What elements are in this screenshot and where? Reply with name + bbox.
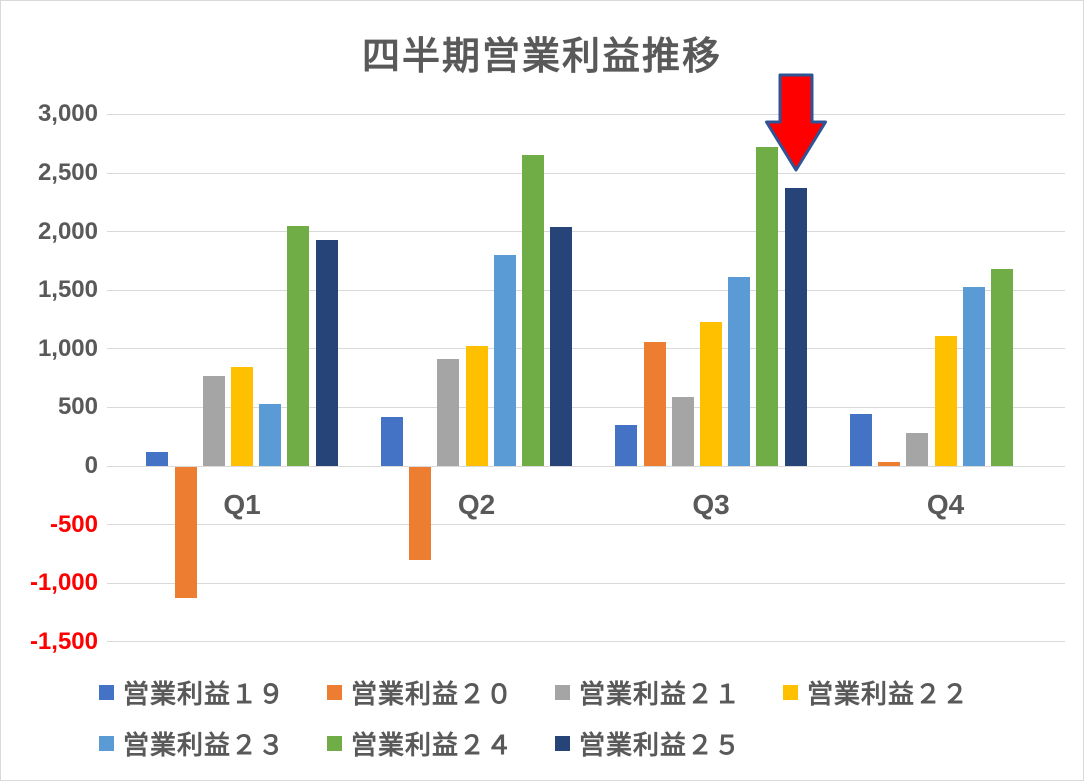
bar-operating-profit-24-q2[interactable] <box>521 155 544 466</box>
y-axis-tick-label: 2,000 <box>37 217 98 245</box>
gridline <box>107 524 1065 526</box>
bar-operating-profit-23-q2[interactable] <box>493 255 516 466</box>
legend-label: 営業利益２０ <box>351 678 514 709</box>
legend-item-operating-profit-23[interactable]: 営業利益２３ <box>99 727 286 760</box>
x-axis-category-label: Q4 <box>926 489 965 520</box>
gridline <box>107 231 1065 233</box>
y-axis-tick-label: -500 <box>49 510 98 538</box>
bar-operating-profit-25-q3[interactable] <box>784 188 807 466</box>
bar-operating-profit-22-q1[interactable] <box>231 366 253 466</box>
legend-label: 営業利益２２ <box>807 678 970 709</box>
bar-operating-profit-22-q3[interactable] <box>700 321 722 466</box>
legend-swatch-icon <box>99 684 114 700</box>
legend-swatch-icon <box>783 684 798 700</box>
gridline <box>107 113 1065 115</box>
bar-operating-profit-20-q2[interactable] <box>409 467 432 561</box>
bar-operating-profit-20-q4[interactable] <box>878 461 901 466</box>
bar-operating-profit-23-q1[interactable] <box>259 404 282 466</box>
bar-operating-profit-21-q1[interactable] <box>202 375 225 466</box>
bar-operating-profit-23-q3[interactable] <box>728 276 751 466</box>
bar-operating-profit-19-q4[interactable] <box>849 414 872 466</box>
bar-operating-profit-24-q1[interactable] <box>287 225 310 466</box>
gridline <box>107 289 1065 291</box>
legend-swatch-icon <box>99 735 114 751</box>
gridline <box>107 406 1065 408</box>
y-axis-tick-label: 1,000 <box>37 334 98 362</box>
gridline <box>107 348 1065 350</box>
legend-swatch-icon <box>327 735 342 751</box>
bar-operating-profit-24-q4[interactable] <box>990 269 1013 466</box>
bar-operating-profit-19-q2[interactable] <box>380 416 403 466</box>
legend-label: 営業利益２１ <box>579 678 742 709</box>
y-axis-tick-label: 2,500 <box>37 159 98 186</box>
gridline <box>107 465 1065 467</box>
gridline <box>107 172 1065 174</box>
bar-operating-profit-20-q3[interactable] <box>643 341 666 466</box>
legend-item-operating-profit-24[interactable]: 営業利益２４ <box>327 727 514 760</box>
legend-item-operating-profit-20[interactable]: 営業利益２０ <box>327 676 514 709</box>
y-axis-tick-label: 1,500 <box>37 276 98 304</box>
bar-operating-profit-19-q1[interactable] <box>146 451 169 466</box>
x-axis-category-label: Q2 <box>457 489 496 520</box>
bar-operating-profit-25-q2[interactable] <box>550 226 573 466</box>
legend-label: 営業利益１９ <box>123 678 286 709</box>
y-axis-tick-label: -1,000 <box>29 569 98 597</box>
legend-label: 営業利益２５ <box>579 729 742 760</box>
bar-operating-profit-22-q2[interactable] <box>465 345 488 466</box>
bar-operating-profit-21-q4[interactable] <box>906 433 929 466</box>
gridline <box>107 582 1065 584</box>
legend-swatch-icon <box>555 735 570 751</box>
legend-item-operating-profit-21[interactable]: 営業利益２１ <box>555 676 742 709</box>
bar-operating-profit-23-q4[interactable] <box>962 286 985 466</box>
bar-operating-profit-25-q1[interactable] <box>315 240 338 466</box>
x-axis-category-label: Q1 <box>223 489 261 520</box>
gridline <box>107 641 1065 643</box>
bar-operating-profit-21-q2[interactable] <box>437 359 460 466</box>
legend-item-operating-profit-25[interactable]: 営業利益２５ <box>555 727 742 760</box>
legend-label: 営業利益２４ <box>351 729 514 760</box>
x-axis-category-label: Q3 <box>692 489 730 520</box>
bar-operating-profit-22-q4[interactable] <box>934 336 957 466</box>
legend-swatch-icon <box>555 684 570 700</box>
y-axis-tick-label: 500 <box>57 393 98 421</box>
legend-label: 営業利益２３ <box>123 729 286 760</box>
bar-operating-profit-20-q1[interactable] <box>174 467 197 599</box>
y-axis-tick-label: -1,500 <box>29 627 98 655</box>
legend-item-operating-profit-19[interactable]: 営業利益１９ <box>99 676 286 709</box>
y-axis-tick-label: 3,000 <box>37 100 98 128</box>
bar-operating-profit-19-q3[interactable] <box>615 424 638 466</box>
bar-operating-profit-24-q3[interactable] <box>756 146 779 466</box>
legend-item-operating-profit-22[interactable]: 営業利益２２ <box>783 676 970 709</box>
chart-title[interactable]: 四半期営業利益推移 <box>361 36 722 78</box>
down-arrow-annotation[interactable] <box>763 73 829 178</box>
legend-swatch-icon <box>327 684 342 700</box>
bar-operating-profit-21-q3[interactable] <box>671 396 694 466</box>
y-axis-tick-label: 0 <box>84 452 98 479</box>
